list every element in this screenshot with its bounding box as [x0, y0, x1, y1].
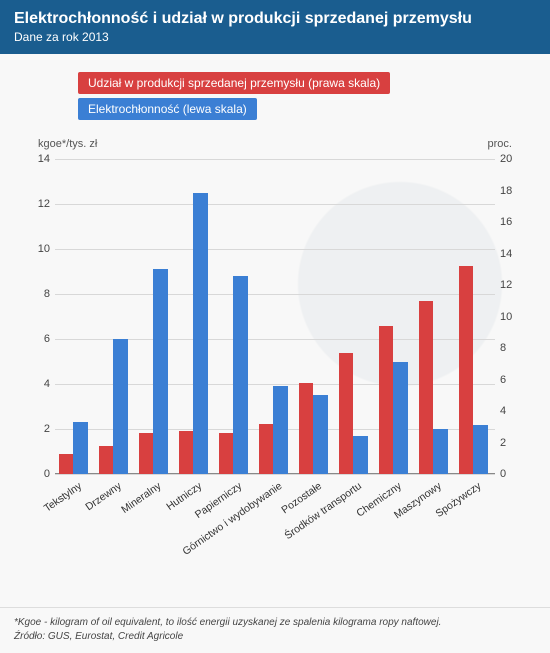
footer: *Kgoe - kilogram of oil equivalent, to i… — [0, 607, 550, 653]
y-tick-left: 10 — [25, 243, 50, 255]
category-label: Tekstylny — [42, 480, 84, 515]
bar-elektro — [393, 362, 407, 475]
plot-area: 0246810121402468101214161820TekstylnyDrz… — [55, 159, 495, 474]
bar-elektro — [233, 276, 247, 474]
bar-elektro — [193, 193, 207, 474]
bar-elektro — [73, 422, 87, 474]
grid-line — [55, 294, 495, 295]
chart-container: Elektrochłonność i udział w produkcji sp… — [0, 0, 550, 653]
grid-line — [55, 474, 495, 475]
y-tick-right: 0 — [500, 468, 525, 480]
y-tick-left: 4 — [25, 378, 50, 390]
y-tick-left: 14 — [25, 153, 50, 165]
footnote: *Kgoe - kilogram of oil equivalent, to i… — [14, 616, 536, 630]
header: Elektrochłonność i udział w produkcji sp… — [0, 0, 550, 54]
grid-line — [55, 159, 495, 160]
bar-udzial — [179, 431, 193, 474]
category-label: Drzewny — [84, 480, 124, 513]
y-tick-right: 16 — [500, 216, 525, 228]
bar-elektro — [153, 269, 167, 474]
bar-elektro — [313, 395, 327, 474]
grid-line — [55, 204, 495, 205]
legend-item-udzial: Udział w produkcji sprzedanej przemysłu … — [78, 72, 390, 94]
right-axis-label: proc. — [488, 138, 512, 150]
legend-item-elektro: Elektrochłonność (lewa skala) — [78, 98, 257, 120]
bar-elektro — [473, 425, 487, 475]
chart-subtitle: Dane za rok 2013 — [14, 30, 536, 44]
bar-udzial — [419, 301, 433, 474]
chart-area: Udział w produkcji sprzedanej przemysłu … — [0, 54, 550, 584]
source: Źródło: GUS, Eurostat, Credit Agricole — [14, 630, 536, 644]
y-tick-right: 2 — [500, 437, 525, 449]
y-tick-left: 2 — [25, 423, 50, 435]
y-tick-right: 8 — [500, 342, 525, 354]
y-tick-right: 4 — [500, 405, 525, 417]
bar-udzial — [259, 424, 273, 474]
bar-udzial — [459, 266, 473, 474]
y-tick-right: 18 — [500, 185, 525, 197]
bar-udzial — [59, 454, 73, 474]
y-tick-right: 10 — [500, 311, 525, 323]
bar-elektro — [273, 386, 287, 474]
y-tick-left: 0 — [25, 468, 50, 480]
bar-udzial — [99, 446, 113, 474]
bar-elektro — [353, 436, 367, 474]
y-tick-right: 14 — [500, 248, 525, 260]
chart-title: Elektrochłonność i udział w produkcji sp… — [14, 10, 536, 28]
bar-udzial — [299, 383, 313, 474]
bar-udzial — [139, 433, 153, 474]
bar-udzial — [379, 326, 393, 474]
left-axis-label: kgoe*/tys. zł — [38, 138, 97, 150]
bar-udzial — [219, 433, 233, 474]
y-tick-right: 6 — [500, 374, 525, 386]
bar-elektro — [113, 339, 127, 474]
y-tick-right: 12 — [500, 279, 525, 291]
y-tick-right: 20 — [500, 153, 525, 165]
y-tick-left: 12 — [25, 198, 50, 210]
y-tick-left: 6 — [25, 333, 50, 345]
grid-line — [55, 249, 495, 250]
y-tick-left: 8 — [25, 288, 50, 300]
bar-elektro — [433, 429, 447, 474]
legend: Udział w produkcji sprzedanej przemysłu … — [78, 72, 390, 124]
bar-udzial — [339, 353, 353, 474]
category-label: Mineralny — [120, 480, 164, 516]
